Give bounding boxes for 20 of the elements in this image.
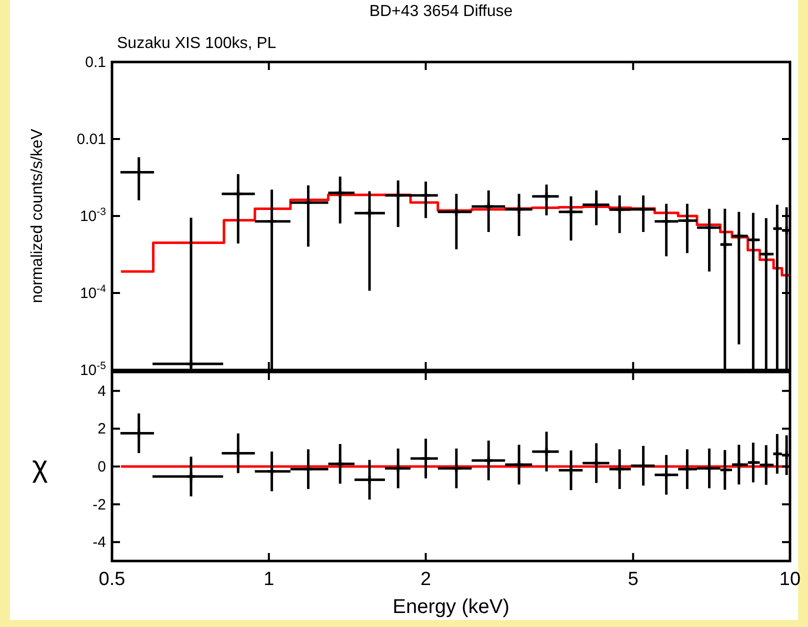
- y-tick-label: 2: [98, 420, 106, 438]
- y-tick-label: 0.1: [85, 54, 106, 71]
- x-tick-label: 10: [779, 569, 801, 590]
- y-tick-label: 4: [98, 382, 106, 400]
- chart-subtitle: Suzaku XIS 100ks, PL: [117, 35, 276, 52]
- y-axis-title: χ: [32, 450, 48, 484]
- y-tick-label: 10$^{-5}$: [80, 360, 106, 379]
- y-axis-title: normalized counts/s/keV: [29, 128, 46, 304]
- x-axis-title: Energy (keV): [392, 596, 510, 618]
- y-tick-label: 10$^{-4}$: [80, 283, 106, 302]
- y-tick-label: 0.01: [76, 131, 106, 148]
- x-tick-label: 2: [420, 569, 432, 590]
- y-tick-label: 0: [98, 458, 106, 476]
- x-tick-label: 5: [628, 569, 638, 590]
- y-tick-label: -4: [92, 534, 106, 552]
- x-tick-label: 1: [264, 569, 274, 590]
- y-tick-label: 10$^{-3}$: [80, 206, 106, 225]
- y-tick-label: -2: [92, 496, 106, 514]
- x-tick-label: 0.5: [98, 569, 126, 590]
- chart-title: BD+43 3654 Diffuse: [369, 3, 513, 20]
